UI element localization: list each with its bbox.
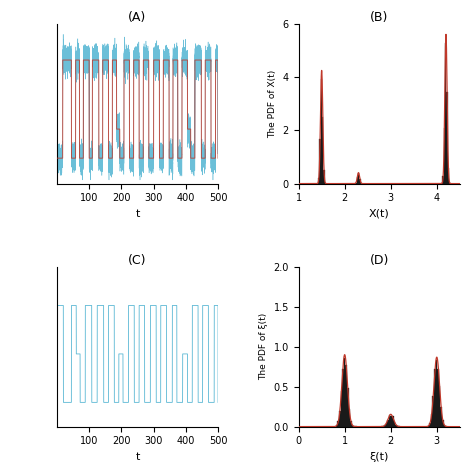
Bar <box>387 420 389 427</box>
Bar <box>384 425 386 427</box>
Bar <box>448 168 449 183</box>
Bar <box>392 416 394 427</box>
Bar <box>444 128 445 183</box>
Bar <box>323 171 325 183</box>
Bar <box>444 425 445 427</box>
Bar <box>394 421 395 427</box>
X-axis label: X(t): X(t) <box>369 209 390 219</box>
Bar <box>432 396 434 427</box>
Bar <box>352 425 354 427</box>
Bar <box>319 138 321 183</box>
Bar <box>340 391 342 427</box>
Bar <box>428 426 429 427</box>
Bar <box>347 388 348 427</box>
Bar <box>449 182 451 183</box>
Y-axis label: The PDF of ξ(t): The PDF of ξ(t) <box>259 313 268 380</box>
Bar <box>436 360 437 427</box>
Bar <box>431 414 432 427</box>
Bar <box>342 369 344 427</box>
Bar <box>336 425 337 427</box>
Bar <box>442 176 444 183</box>
Title: (C): (C) <box>128 254 147 267</box>
Bar <box>434 369 436 427</box>
Title: (D): (D) <box>370 254 389 267</box>
Bar <box>442 420 444 427</box>
Bar <box>447 92 448 183</box>
X-axis label: t: t <box>135 452 140 462</box>
Bar <box>356 177 358 183</box>
Bar <box>322 117 323 183</box>
Bar <box>321 79 322 183</box>
Bar <box>346 365 347 427</box>
Bar <box>359 179 361 183</box>
Bar <box>358 173 359 183</box>
Bar <box>395 425 397 427</box>
Bar <box>437 369 439 427</box>
Bar <box>386 423 387 427</box>
Bar <box>429 423 431 427</box>
Bar <box>344 358 346 427</box>
Title: (A): (A) <box>128 11 146 24</box>
Bar <box>445 43 447 183</box>
Bar <box>439 386 440 427</box>
Bar <box>350 421 352 427</box>
Bar <box>337 421 339 427</box>
Bar <box>318 178 319 183</box>
Title: (B): (B) <box>370 11 388 24</box>
Bar <box>389 415 391 427</box>
Bar <box>440 407 442 427</box>
Bar <box>391 416 392 427</box>
X-axis label: t: t <box>135 209 140 219</box>
Y-axis label: The PDF of X(t): The PDF of X(t) <box>268 70 277 138</box>
Bar <box>339 410 340 427</box>
Bar <box>348 409 350 427</box>
X-axis label: ξ(t): ξ(t) <box>370 452 389 462</box>
